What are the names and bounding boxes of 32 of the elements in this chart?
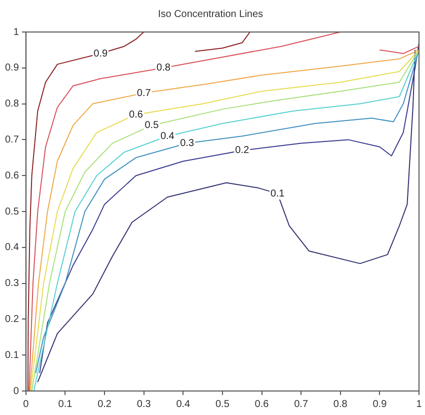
x-tick-label: 0.8 (333, 398, 348, 410)
series-label: 0.7 (136, 88, 152, 99)
x-tick-label: 0.4 (176, 398, 191, 410)
y-tick-label: 0.1 (4, 350, 20, 361)
x-tick-label: 0.7 (294, 398, 308, 410)
series-label: 0.2 (235, 145, 250, 156)
x-tick-label: 1 (416, 398, 422, 410)
y-tick-label: 0.2 (4, 314, 20, 325)
y-tick-label: 0.5 (4, 206, 20, 218)
series-label: 0.8 (156, 62, 171, 74)
y-tick-label: 0.9 (4, 62, 20, 74)
x-tick-label: 0.5 (216, 398, 230, 410)
series-label: 0.6 (129, 109, 144, 120)
x-tick-label: 0 (23, 398, 30, 410)
y-tick-label: 0.3 (4, 278, 20, 290)
x-tick-label: 0.2 (98, 398, 112, 410)
series-label: 0.9 (94, 48, 108, 60)
y-tick-label: 1 (13, 26, 20, 38)
x-tick-label: 0.9 (372, 398, 388, 410)
y-tick-label: 0.8 (4, 98, 20, 110)
series-label: 0.1 (270, 188, 285, 200)
series-label: 0.3 (180, 138, 194, 150)
chart-title: Iso Concentration Lines (158, 8, 264, 20)
y-tick-label: 0 (13, 386, 20, 397)
x-tick-label: 0.3 (136, 398, 152, 410)
y-tick-label: 0.6 (4, 170, 20, 182)
series-label: 0.4 (160, 130, 175, 142)
y-tick-label: 0.4 (4, 242, 20, 254)
x-tick-label: 0.6 (254, 398, 270, 410)
x-tick-label: 0.1 (58, 398, 73, 410)
series-label: 0.5 (144, 120, 160, 132)
y-tick-label: 0.7 (4, 134, 20, 146)
